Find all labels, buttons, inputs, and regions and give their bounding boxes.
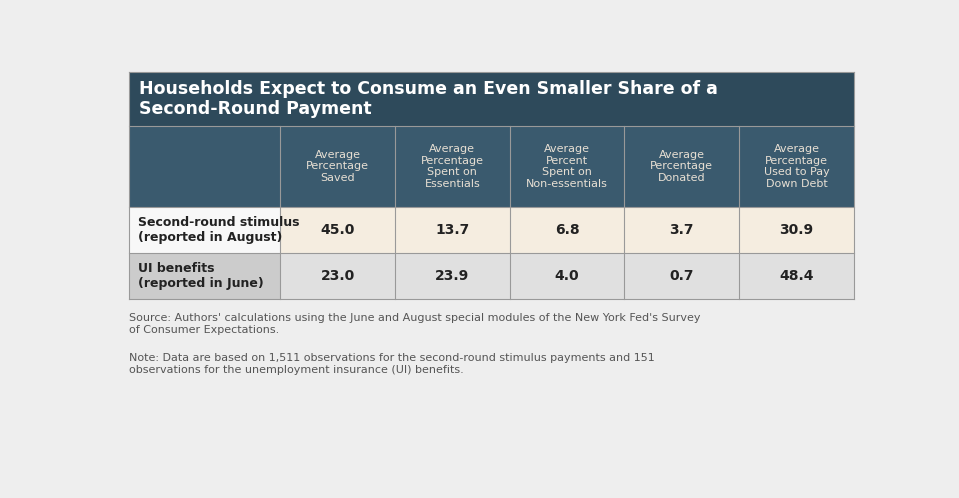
Text: 6.8: 6.8 [554,223,579,237]
Text: UI benefits
(reported in June): UI benefits (reported in June) [138,262,265,290]
Text: 45.0: 45.0 [320,223,355,237]
Bar [509,253,624,299]
Text: Households Expect to Consume an Even Smaller Share of a
Second-Round Payment: Households Expect to Consume an Even Sma… [139,80,718,119]
Bar [624,207,739,253]
Text: 23.9: 23.9 [435,269,470,283]
Text: 30.9: 30.9 [780,223,813,237]
Bar [395,207,509,253]
Text: Average
Percentage
Saved: Average Percentage Saved [306,150,369,183]
Bar [624,253,739,299]
Text: Average
Percent
Spent on
Non-essentials: Average Percent Spent on Non-essentials [526,144,608,189]
Text: 13.7: 13.7 [435,223,470,237]
Text: 0.7: 0.7 [669,269,694,283]
Text: 3.7: 3.7 [669,223,694,237]
Bar [509,207,624,253]
Text: 23.0: 23.0 [320,269,355,283]
Bar [129,253,280,299]
Bar [129,72,854,126]
Text: 48.4: 48.4 [780,269,813,283]
Bar [280,253,395,299]
Text: 4.0: 4.0 [554,269,579,283]
Bar [739,207,854,253]
Bar [395,253,509,299]
Bar [739,253,854,299]
Text: Source: Authors' calculations using the June and August special modules of the N: Source: Authors' calculations using the … [129,313,701,335]
Text: Note: Data are based on 1,511 observations for the second-round stimulus payment: Note: Data are based on 1,511 observatio… [129,353,655,374]
Text: Second-round stimulus
(reported in August): Second-round stimulus (reported in Augus… [138,216,300,244]
Bar [280,207,395,253]
Bar [129,126,854,207]
Bar [129,207,280,253]
Text: Average
Percentage
Used to Pay
Down Debt: Average Percentage Used to Pay Down Debt [763,144,830,189]
Text: Average
Percentage
Donated: Average Percentage Donated [650,150,713,183]
Text: Average
Percentage
Spent on
Essentials: Average Percentage Spent on Essentials [421,144,484,189]
